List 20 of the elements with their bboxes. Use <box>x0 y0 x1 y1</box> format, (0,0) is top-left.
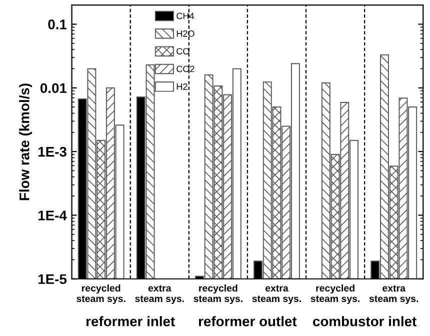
y-tick-label: 0.1 <box>48 20 67 30</box>
x-tick-label: extra steam sys. <box>252 285 301 304</box>
text: reformer inlet <box>86 316 175 326</box>
y-tick-label: 1E-4 <box>38 210 67 220</box>
text: combustor inlet <box>313 316 416 326</box>
y-tick-label: 1E-5 <box>38 274 67 284</box>
legend-label: H2O <box>176 30 194 37</box>
legend-label: CO <box>176 48 190 54</box>
legend-label: H2 <box>176 83 188 90</box>
x-tick-label: extra steam sys. <box>369 285 418 304</box>
x-tick-label: recycled steam sys. <box>310 284 360 304</box>
y-axis-title: Flow rate (kmol/s) <box>19 84 32 200</box>
y-tick-label: 0.01 <box>40 83 67 94</box>
x-tick-label: extra steam sys. <box>135 285 184 304</box>
x-tick-label: recycled steam sys. <box>194 284 242 304</box>
y-tick-label: 1E-3 <box>38 146 66 157</box>
legend-label: CO2 <box>176 66 194 72</box>
text: reformer outlet <box>198 316 297 326</box>
x-tick-label: recycled steam sys. <box>76 284 126 304</box>
legend-label: CH4 <box>176 12 194 20</box>
